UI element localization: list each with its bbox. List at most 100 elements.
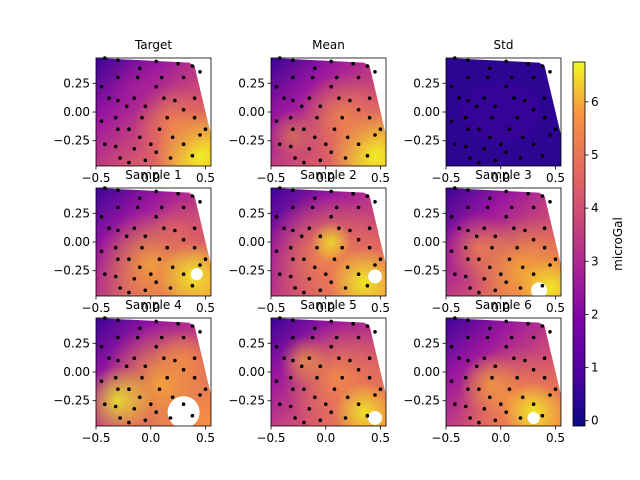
station-point	[181, 272, 186, 277]
station-point	[504, 214, 509, 219]
station-point	[313, 265, 317, 270]
station-point	[99, 119, 104, 123]
x-tick-label: 0.0	[316, 431, 335, 445]
station-point	[348, 228, 352, 233]
station-point	[154, 410, 158, 415]
station-point	[324, 142, 328, 146]
station-point	[140, 115, 144, 120]
station-point	[512, 226, 516, 230]
station-point	[477, 290, 481, 295]
station-point	[468, 416, 472, 420]
station-point	[542, 245, 547, 250]
x-tick-label: 0.5	[546, 431, 565, 445]
station-point	[488, 326, 492, 331]
station-point	[466, 335, 470, 340]
station-point	[482, 96, 487, 100]
station-point	[548, 133, 552, 137]
station-point	[310, 205, 315, 210]
station-point	[127, 290, 131, 295]
station-point	[463, 375, 468, 380]
x-tick-label: 0.0	[316, 171, 335, 185]
station-point	[474, 234, 479, 239]
station-point	[291, 387, 295, 392]
station-point	[192, 245, 197, 250]
station-point	[504, 344, 509, 349]
station-point	[293, 286, 297, 290]
station-point	[291, 358, 295, 363]
station-point	[482, 356, 487, 361]
station-point	[282, 96, 286, 100]
station-point	[143, 364, 148, 369]
station-point	[343, 156, 348, 160]
station-point	[291, 257, 295, 262]
station-point	[181, 237, 186, 242]
station-point	[173, 358, 177, 363]
station-point	[499, 272, 503, 277]
station-point	[288, 274, 293, 279]
station-point	[143, 158, 148, 163]
station-point	[504, 280, 509, 285]
x-tick-label: 0.5	[196, 171, 215, 185]
station-point	[313, 196, 317, 201]
station-point	[190, 413, 195, 418]
x-tick-label: −0.5	[256, 171, 285, 185]
y-tick-label: 0.00	[63, 235, 90, 249]
station-point	[299, 364, 304, 369]
station-point	[324, 402, 328, 407]
station-point	[192, 96, 197, 100]
station-point	[367, 226, 372, 230]
station-point	[504, 59, 509, 64]
station-point	[466, 98, 470, 103]
station-point	[365, 64, 370, 68]
station-point	[329, 189, 334, 194]
subplot-7: −0.5 0.0 0.5 0.25 0.00 −0.25 Sample 4	[53, 298, 215, 445]
station-point	[468, 286, 472, 290]
station-point	[203, 257, 208, 262]
station-point	[504, 150, 509, 154]
station-point	[493, 104, 498, 109]
station-point	[318, 104, 323, 109]
station-point	[348, 98, 352, 103]
station-point	[116, 205, 120, 210]
station-point	[307, 277, 312, 281]
station-point	[351, 61, 355, 66]
station-point	[329, 319, 334, 324]
station-point	[490, 375, 494, 380]
station-point	[165, 245, 169, 250]
station-point	[477, 127, 481, 131]
station-point	[113, 144, 118, 149]
station-point	[192, 356, 197, 361]
colorbar-tick-label: 5	[591, 148, 599, 162]
station-point	[198, 263, 202, 267]
station-point	[168, 286, 173, 290]
subplot-title: Sample 5	[300, 298, 356, 312]
station-point	[113, 404, 118, 409]
station-point	[466, 127, 470, 131]
station-point	[477, 257, 481, 262]
station-point	[373, 200, 377, 204]
station-point	[118, 156, 122, 160]
station-point	[520, 265, 525, 270]
station-point	[181, 335, 186, 340]
station-point	[127, 127, 131, 131]
station-point	[542, 115, 547, 120]
station-point	[99, 84, 104, 89]
contour-field	[96, 318, 211, 426]
station-point	[154, 189, 158, 194]
station-point	[504, 84, 509, 89]
y-tick-label: 0.00	[238, 105, 265, 119]
station-point	[463, 115, 468, 120]
station-point	[373, 133, 377, 137]
station-point	[291, 318, 295, 323]
station-point	[107, 96, 111, 100]
station-point	[548, 263, 552, 267]
station-point	[509, 335, 514, 340]
station-point	[520, 135, 525, 140]
station-point	[466, 205, 470, 210]
station-point	[365, 194, 370, 198]
station-point	[291, 127, 295, 131]
station-point	[176, 321, 180, 326]
station-point	[154, 59, 158, 64]
subplot-title: Sample 4	[125, 298, 181, 312]
subplot-8: −0.5 0.0 0.5 0.25 0.00 −0.25 Sample 5	[228, 298, 390, 445]
